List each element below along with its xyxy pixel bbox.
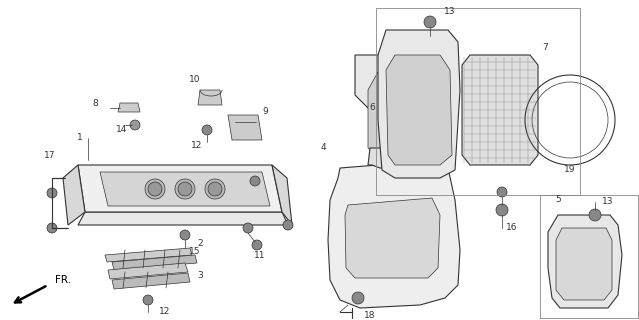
Polygon shape xyxy=(368,148,445,168)
Circle shape xyxy=(496,204,508,216)
Circle shape xyxy=(208,182,222,196)
Text: 12: 12 xyxy=(191,140,203,149)
Circle shape xyxy=(252,240,262,250)
Polygon shape xyxy=(112,255,197,270)
Circle shape xyxy=(589,209,601,221)
Text: 19: 19 xyxy=(564,165,576,174)
Circle shape xyxy=(148,182,162,196)
Polygon shape xyxy=(100,172,270,206)
Text: 17: 17 xyxy=(44,150,56,159)
Polygon shape xyxy=(272,165,292,225)
Polygon shape xyxy=(548,215,622,308)
Text: 10: 10 xyxy=(189,76,201,84)
Text: 7: 7 xyxy=(542,44,548,52)
Polygon shape xyxy=(355,55,455,168)
Text: 5: 5 xyxy=(555,196,561,204)
Polygon shape xyxy=(78,165,282,212)
Circle shape xyxy=(283,220,293,230)
Text: 13: 13 xyxy=(444,7,456,17)
Polygon shape xyxy=(112,273,190,289)
Circle shape xyxy=(47,223,57,233)
Text: 14: 14 xyxy=(116,125,128,134)
Circle shape xyxy=(250,176,260,186)
Polygon shape xyxy=(462,55,538,165)
Polygon shape xyxy=(198,90,222,105)
Text: 16: 16 xyxy=(506,223,518,233)
Circle shape xyxy=(243,223,253,233)
Text: 8: 8 xyxy=(92,99,98,108)
Circle shape xyxy=(143,295,153,305)
Polygon shape xyxy=(556,228,612,300)
Circle shape xyxy=(175,179,195,199)
Polygon shape xyxy=(228,115,262,140)
Polygon shape xyxy=(63,165,85,225)
Text: 13: 13 xyxy=(602,197,613,206)
Text: 11: 11 xyxy=(254,251,266,260)
Polygon shape xyxy=(368,72,440,158)
Polygon shape xyxy=(328,160,460,308)
Text: 9: 9 xyxy=(262,108,268,116)
Polygon shape xyxy=(78,212,288,225)
Polygon shape xyxy=(105,248,192,262)
Polygon shape xyxy=(386,55,452,165)
Text: 2: 2 xyxy=(197,238,203,247)
Text: 3: 3 xyxy=(197,270,203,279)
Text: FR.: FR. xyxy=(55,275,71,285)
Circle shape xyxy=(178,182,192,196)
Circle shape xyxy=(352,292,364,304)
Circle shape xyxy=(497,187,507,197)
Text: 18: 18 xyxy=(364,310,376,319)
Text: 15: 15 xyxy=(189,247,201,257)
Circle shape xyxy=(130,120,140,130)
Polygon shape xyxy=(345,198,440,278)
Circle shape xyxy=(205,179,225,199)
Circle shape xyxy=(47,188,57,198)
Text: 6: 6 xyxy=(369,103,375,113)
Circle shape xyxy=(424,16,436,28)
Circle shape xyxy=(145,179,165,199)
Polygon shape xyxy=(118,103,140,112)
Circle shape xyxy=(202,125,212,135)
Text: 4: 4 xyxy=(320,143,326,153)
Text: 1: 1 xyxy=(77,133,83,142)
Circle shape xyxy=(180,230,190,240)
Polygon shape xyxy=(108,263,188,279)
Polygon shape xyxy=(378,30,460,178)
Text: 12: 12 xyxy=(159,308,171,316)
